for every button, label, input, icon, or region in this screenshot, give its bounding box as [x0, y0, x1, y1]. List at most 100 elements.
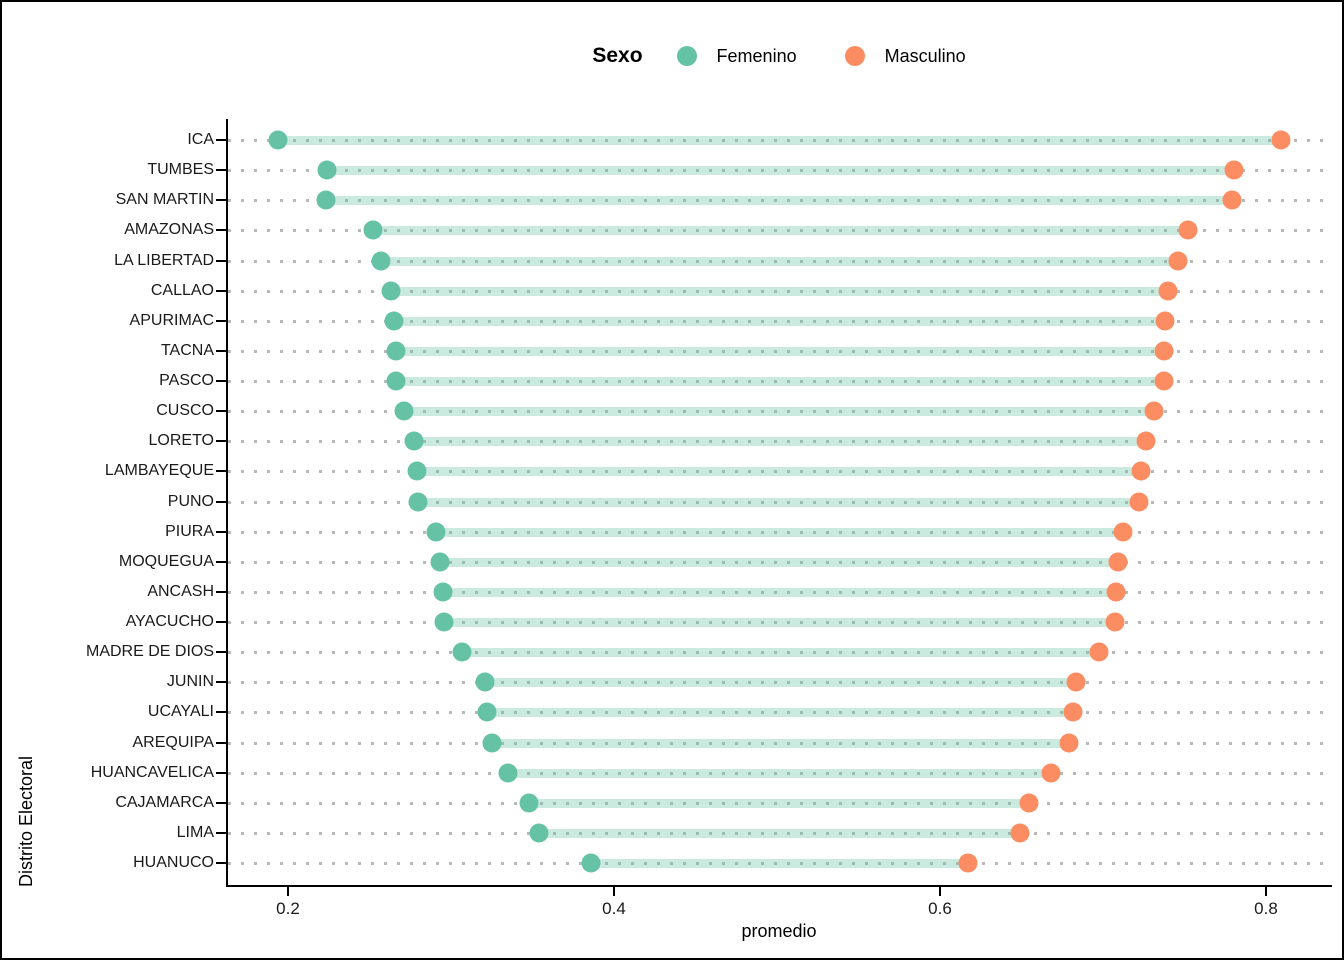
dumbbell-row: PIURA [165, 517, 1332, 547]
y-axis-tick [216, 801, 226, 804]
femenino-dot [498, 763, 518, 783]
femenino-dot [477, 702, 497, 722]
connector-band [395, 377, 1164, 387]
masculino-dot [1178, 220, 1198, 240]
y-axis-tick [216, 862, 226, 865]
x-axis-tick-label: 0.8 [1254, 899, 1278, 918]
y-axis-label: AREQUIPA [132, 733, 215, 751]
x-axis-tick [613, 887, 615, 896]
dumbbell-row: ANCASH [147, 577, 1332, 607]
y-axis-tick [216, 199, 226, 202]
legend-label-masculino: Masculino [884, 45, 966, 66]
connector-band [590, 859, 969, 869]
masculino-dot [1136, 431, 1156, 451]
dumbbell-row: LAMBAYEQUE [105, 456, 1332, 486]
y-axis-tick [216, 711, 226, 714]
gridline [228, 199, 1330, 203]
gridline [228, 440, 1330, 444]
legend-label-femenino: Femenino [716, 45, 797, 66]
masculino-dot [1106, 582, 1126, 602]
masculino-dot [1222, 190, 1242, 210]
masculino-dot [1224, 160, 1244, 180]
y-axis-tick [216, 470, 226, 473]
masculino-dot [1168, 251, 1188, 271]
y-axis-tick [216, 259, 226, 262]
masculino-dot [1144, 401, 1164, 421]
femenino-dot [407, 461, 427, 481]
x-axis-tick [1265, 887, 1267, 896]
y-axis-label: MADRE DE DIOS [85, 643, 214, 661]
femenino-dot [386, 341, 406, 361]
connector-band [436, 527, 1123, 537]
x-axis-title: promedio [741, 921, 817, 941]
gridline [228, 590, 1330, 594]
y-axis-label: LAMBAYEQUE [104, 462, 214, 480]
gridline [228, 801, 1330, 805]
connector-band [416, 467, 1141, 477]
gridline [228, 560, 1330, 564]
y-axis-tick [216, 681, 226, 684]
y-axis-label: AMAZONAS [124, 221, 214, 239]
legend-items: Femenino Masculino [676, 45, 966, 67]
connector-band [278, 136, 1281, 146]
y-axis-tick [216, 621, 226, 624]
femenino-dot [433, 582, 453, 602]
femenino-dot [268, 130, 288, 150]
y-axis-label: MOQUEGUA [118, 552, 214, 570]
connector-band [413, 437, 1146, 447]
gridline [228, 862, 1330, 866]
femenino-dot [430, 552, 450, 572]
y-axis-tick [216, 349, 226, 352]
y-axis-label: LORETO [148, 432, 215, 450]
y-axis-tick [216, 771, 226, 774]
connector-band [486, 708, 1073, 718]
connector-band [439, 557, 1119, 567]
masculino-dot [1019, 793, 1039, 813]
gridline [228, 259, 1330, 263]
connector-band [395, 346, 1164, 356]
y-axis-label: LIMA [176, 823, 214, 841]
connector-band [327, 166, 1234, 176]
femenino-dot [482, 733, 502, 753]
masculino-dot [1108, 552, 1128, 572]
y-axis-tick [216, 500, 226, 503]
y-axis-label: TUMBES [147, 161, 214, 179]
dumbbell-row: MOQUEGUA [119, 547, 1332, 577]
masculino-dot [1154, 341, 1174, 361]
dumbbell-row: TUMBES [147, 155, 1332, 185]
dumbbell-row: LORETO [149, 426, 1332, 456]
x-axis-tick-label: 0.2 [276, 899, 300, 918]
masculino-dot [1063, 702, 1082, 722]
gridline [228, 651, 1330, 655]
gridline [228, 169, 1330, 173]
femenino-dot [452, 642, 472, 662]
femenino-dot [381, 281, 401, 301]
femenino-dot [394, 401, 414, 421]
gridline [228, 711, 1330, 715]
y-axis-label: JUNIN [166, 673, 214, 691]
dumbbell-row: AYACUCHO [126, 607, 1332, 637]
femenino-dot [384, 311, 404, 331]
y-axis-tick [216, 319, 226, 322]
y-axis-label: UCAYALI [147, 703, 214, 721]
masculino-dot [1066, 672, 1086, 692]
x-axis-tick-label: 0.6 [928, 899, 952, 918]
x-axis-tick [287, 887, 289, 896]
x-axis-tick-label: 0.4 [602, 899, 626, 918]
dumbbell-row: CUSCO [156, 396, 1332, 426]
femenino-dot [316, 190, 336, 210]
dumbbell-row: MADRE DE DIOS [86, 637, 1332, 667]
connector-band [418, 497, 1140, 507]
masculino-dot [1154, 371, 1174, 391]
masculino-dot [1131, 461, 1151, 481]
x-axis-tick [939, 887, 941, 896]
masculino-dot [1105, 612, 1125, 632]
y-axis-tick [216, 530, 226, 533]
y-axis-tick [216, 139, 226, 142]
masculino-dot [1271, 130, 1291, 150]
masculino-dot [1155, 311, 1175, 331]
connector-band [462, 648, 1099, 658]
gridline [228, 771, 1330, 775]
gridline [228, 380, 1330, 384]
femenino-dot [404, 431, 424, 451]
